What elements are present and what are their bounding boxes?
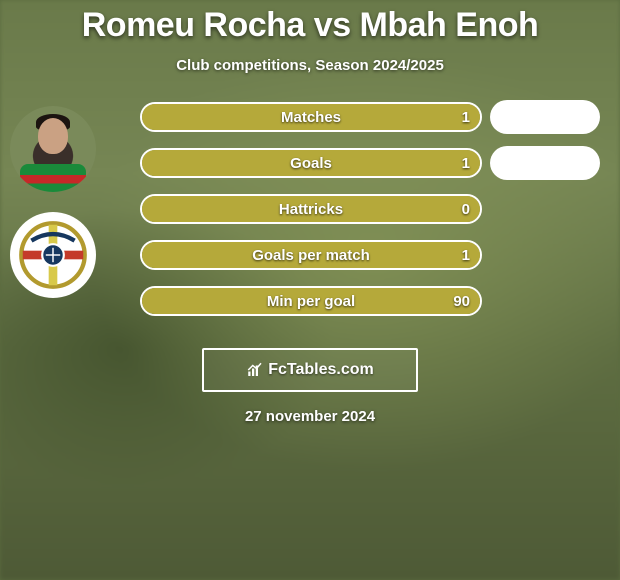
bar-value: 90 [453,286,470,316]
pill [490,146,600,180]
side-pills [490,102,600,330]
bar-label: Min per goal [140,286,482,316]
stat-row: Goals1 [140,148,482,178]
bar-label: Hattricks [140,194,482,224]
content-region: Matches1Goals1Hattricks0Goals per match1… [0,102,620,342]
pill-slot [490,284,600,314]
stat-row: Min per goal90 [140,286,482,316]
stat-row: Matches1 [140,102,482,132]
pill-slot [490,100,600,130]
bar-label: Goals per match [140,240,482,270]
stat-row: Hattricks0 [140,194,482,224]
bar-label: Matches [140,102,482,132]
bar-value: 1 [462,148,470,178]
pill [490,100,600,134]
club-badge [10,212,96,298]
brand-label: FcTables.com [268,361,374,379]
avatar-column [10,106,96,298]
avatar-head [38,118,68,154]
pill-slot [490,146,600,176]
infographic-card: Romeu Rocha vs Mbah Enoh Club competitio… [0,0,620,580]
pill-slot [490,238,600,268]
page-title: Romeu Rocha vs Mbah Enoh [0,6,620,45]
stat-row: Goals per match1 [140,240,482,270]
chart-icon [246,361,264,379]
bar-value: 0 [462,194,470,224]
date-label: 27 november 2024 [0,408,620,425]
bar-label: Goals [140,148,482,178]
bar-value: 1 [462,102,470,132]
club-badge-svg [17,219,89,291]
avatar-jersey [20,164,86,192]
subtitle: Club competitions, Season 2024/2025 [0,57,620,74]
brand-box: FcTables.com [202,348,418,392]
player-avatar [10,106,96,192]
bar-value: 1 [462,240,470,270]
pill-slot [490,192,600,222]
stat-bars: Matches1Goals1Hattricks0Goals per match1… [140,102,482,332]
